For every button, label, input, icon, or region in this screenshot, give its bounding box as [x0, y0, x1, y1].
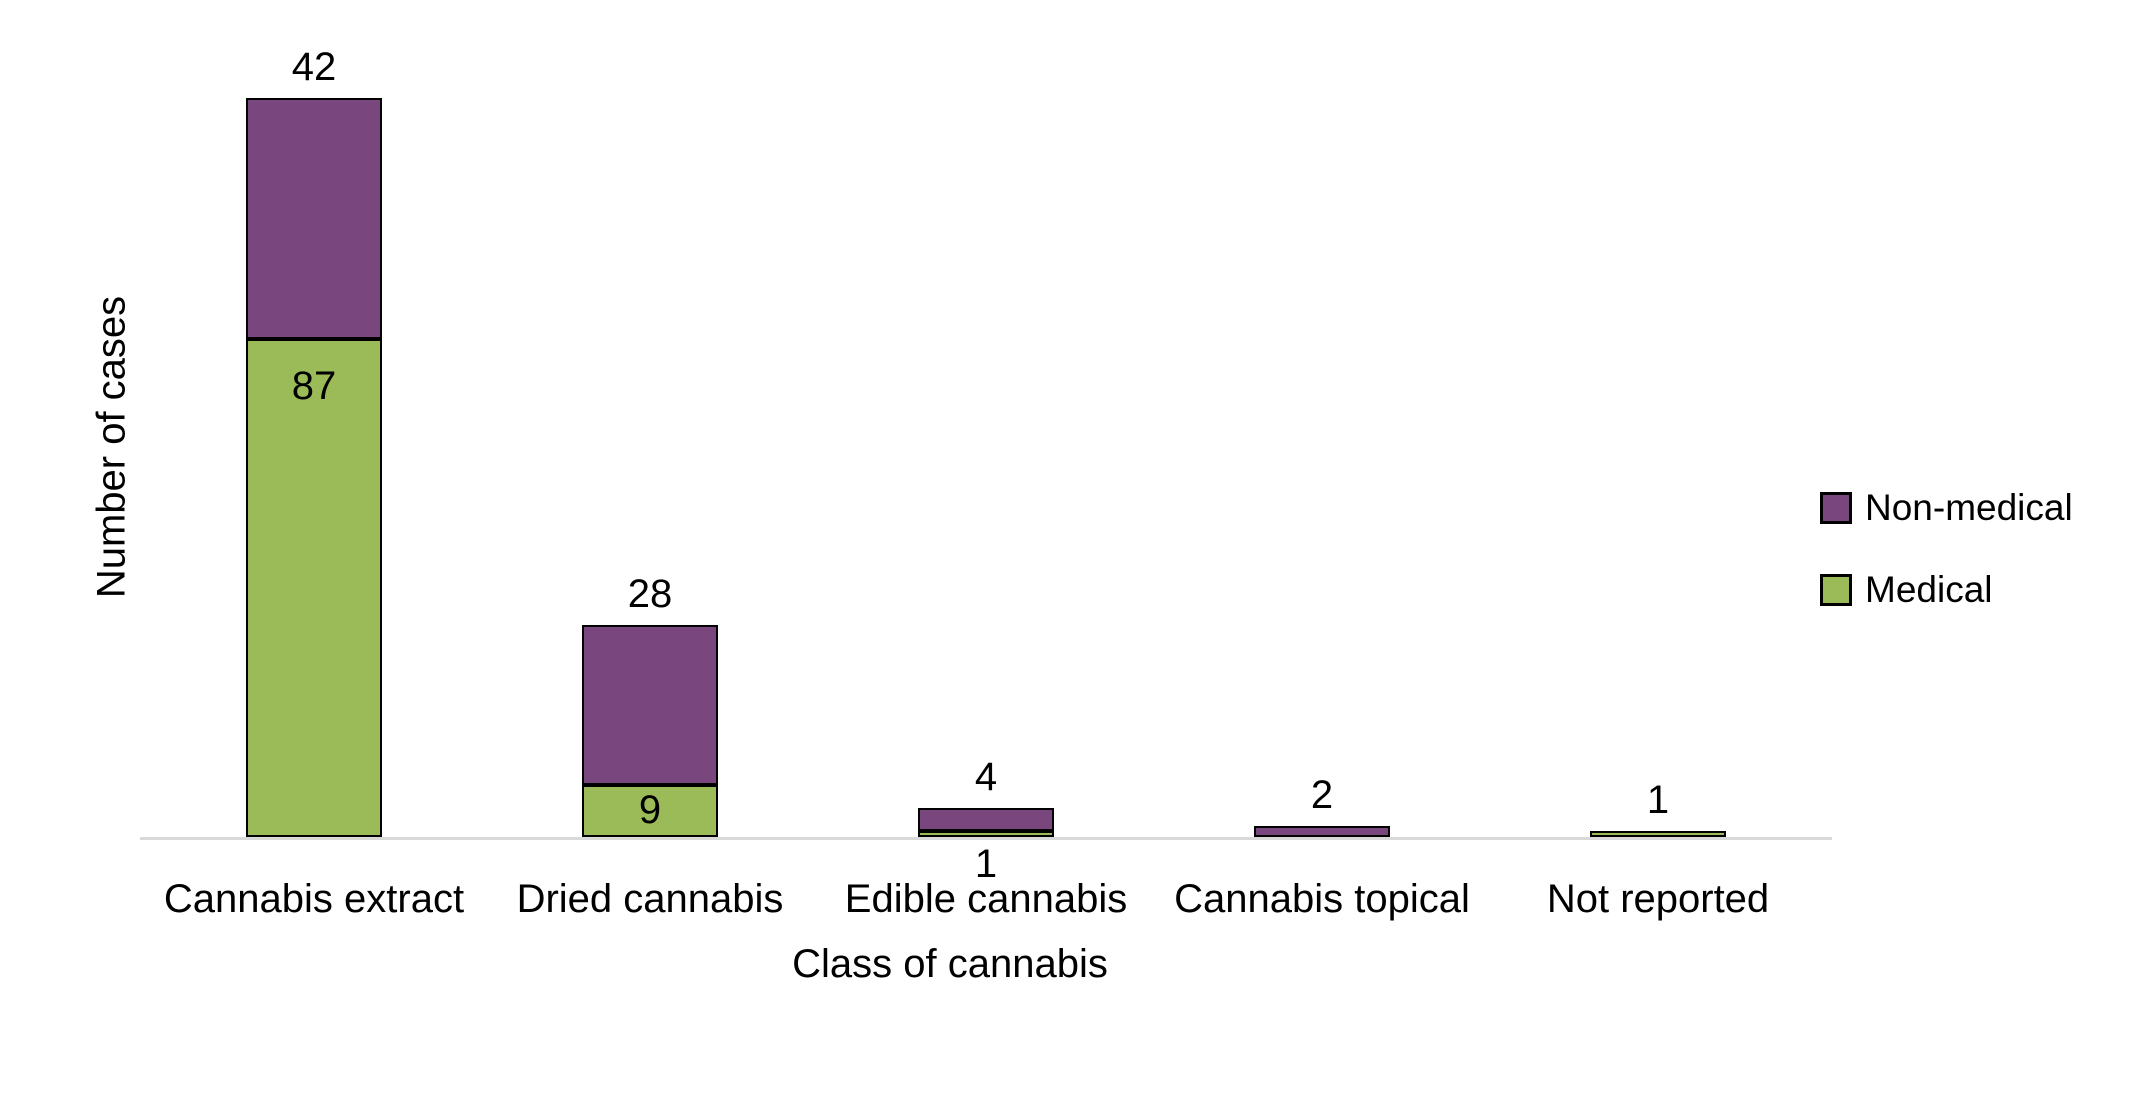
bar-segment-non-medical — [582, 625, 718, 785]
category-label-not-reported: Not reported — [1546, 877, 1770, 921]
data-label-medical-not-reported: 1 — [1646, 778, 1670, 822]
data-label-medical-edible-cannabis: 1 — [974, 842, 998, 886]
category-label-cannabis-topical: Cannabis topical — [1174, 877, 1470, 921]
data-label-non-medical-cannabis-topical: 2 — [1310, 773, 1334, 817]
legend-swatch-non-medical — [1820, 492, 1852, 524]
x-axis-title: Class of cannabis — [792, 942, 1108, 986]
bar-segment-medical — [246, 339, 382, 837]
bar-segment-medical — [918, 831, 1054, 837]
legend-item-non-medical: Non-medical — [1820, 486, 2073, 530]
legend-swatch-medical — [1820, 574, 1852, 606]
data-label-medical-dried-cannabis: 9 — [638, 788, 662, 832]
data-label-non-medical-cannabis-extract: 42 — [291, 45, 337, 89]
legend-label: Medical — [1865, 569, 1993, 610]
bar-segment-medical — [582, 785, 718, 837]
bar-segment-medical — [1590, 831, 1726, 837]
data-label-medical-cannabis-extract: 87 — [291, 364, 337, 408]
bar-segment-non-medical — [246, 98, 382, 339]
category-label-cannabis-extract: Cannabis extract — [163, 877, 465, 921]
bar-cannabis-extract — [246, 98, 382, 837]
data-label-non-medical-edible-cannabis: 4 — [974, 755, 998, 799]
bar-edible-cannabis — [918, 808, 1054, 837]
category-label-dried-cannabis: Dried cannabis — [516, 877, 784, 921]
bar-cannabis-topical — [1254, 826, 1390, 837]
bar-not-reported — [1590, 831, 1726, 837]
bar-dried-cannabis — [582, 625, 718, 837]
data-label-non-medical-dried-cannabis: 28 — [627, 572, 673, 616]
bar-segment-non-medical — [1254, 826, 1390, 837]
bar-segment-non-medical — [918, 808, 1054, 831]
x-axis-line — [140, 837, 1832, 840]
category-label-edible-cannabis: Edible cannabis — [844, 877, 1128, 921]
legend-item-medical: Medical — [1820, 568, 2073, 612]
legend: Non-medical Medical — [1820, 486, 2073, 650]
legend-label: Non-medical — [1865, 487, 2073, 528]
